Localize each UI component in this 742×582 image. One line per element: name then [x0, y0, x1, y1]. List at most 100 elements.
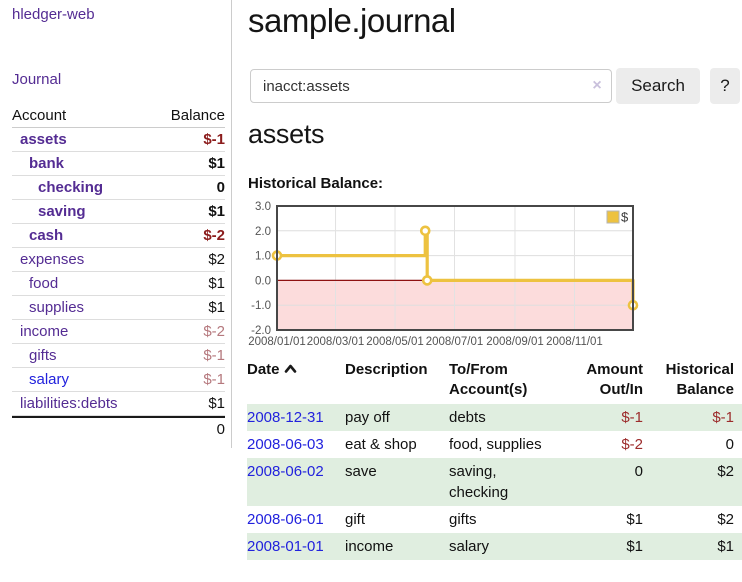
cell-description: income: [345, 533, 449, 560]
cell-amount: $1: [555, 533, 643, 560]
clear-search-icon[interactable]: ×: [592, 77, 602, 94]
transaction-date-link[interactable]: 2008-06-03: [247, 436, 324, 453]
y-tick-label: 3.0: [255, 201, 271, 213]
accounts-header-account: Account: [12, 107, 67, 124]
data-point: [419, 225, 431, 237]
y-tick-label: 1.0: [255, 251, 271, 263]
account-balance: $1: [208, 299, 225, 316]
register-col-label: Out/In: [599, 381, 643, 398]
account-link[interactable]: assets: [20, 131, 67, 148]
cell-date: 2008-12-31: [247, 404, 345, 431]
cell-amount: $-1: [555, 404, 643, 431]
sort-ascending-icon: [284, 364, 296, 373]
cell-amount: $-2: [621, 436, 643, 453]
register-row: 2008-06-02 save saving, checking 0 $2: [247, 458, 742, 506]
accounts-table: Account Balance assets $-1 bank $1 checking 0…: [12, 104, 225, 440]
account-link[interactable]: bank: [29, 155, 65, 172]
x-tick-label: 2008/09/01: [486, 336, 544, 348]
transaction-date-link[interactable]: 2008-06-02: [247, 463, 324, 480]
register-row: 2008-06-03 eat & shop food, supplies $-2 0: [247, 431, 742, 458]
search-input[interactable]: [250, 69, 612, 103]
x-tick-label: 2008/01/01: [248, 336, 306, 348]
data-point: [421, 275, 433, 286]
help-button[interactable]: ?: [710, 68, 740, 104]
cell-date: 2008-06-02: [247, 458, 345, 506]
register-col-date[interactable]: Date: [247, 358, 345, 404]
cell-description: eat & shop: [345, 436, 417, 453]
register-col-label: Description: [345, 361, 428, 378]
account-link[interactable]: checking: [38, 179, 104, 196]
account-row-expenses: expenses $2: [12, 248, 225, 272]
account-balance: $2: [208, 251, 225, 268]
account-link[interactable]: saving: [38, 203, 86, 220]
cell-date: 2008-06-03: [247, 431, 345, 458]
account-balance: $-1: [203, 131, 225, 148]
register-col-label: Historical: [665, 361, 734, 378]
account-balance: $1: [208, 275, 225, 292]
cell-description: gift: [345, 511, 366, 528]
y-tick-label: 0.0: [255, 275, 271, 287]
brand-link[interactable]: hledger-web: [12, 6, 95, 23]
accounts-table-header: Account Balance: [12, 104, 225, 128]
accounts-header-balance: Balance: [170, 107, 225, 124]
account-balance: $1: [208, 155, 225, 172]
cell-balance: $1: [643, 533, 742, 560]
cell-amount: 0: [555, 458, 643, 506]
account-link[interactable]: income: [20, 323, 69, 340]
register-col-label: To/From: [449, 361, 508, 378]
register-col-accounts: To/From Account(s): [449, 358, 555, 404]
legend-label: $: [621, 210, 629, 225]
register-col-amount: Amount Out/In: [555, 358, 643, 404]
account-link[interactable]: cash: [29, 227, 64, 244]
transaction-date-link[interactable]: 2008-12-31: [247, 409, 324, 426]
x-tick-label: 2008/03/01: [307, 336, 365, 348]
account-link[interactable]: salary: [29, 371, 70, 388]
y-tick-label: 2.0: [255, 226, 271, 238]
account-balance: $-2: [203, 227, 225, 244]
account-balance: $-1: [203, 371, 225, 388]
x-tick-label: 2008/07/01: [426, 336, 484, 348]
cell-balance: $2: [717, 511, 734, 528]
account-link[interactable]: expenses: [20, 251, 85, 268]
account-row-gifts: gifts $-1: [12, 344, 225, 368]
sidebar-item-journal[interactable]: Journal: [12, 71, 62, 88]
register-header: Date Description To/From Account(s) Amount Ou…: [247, 358, 742, 404]
accounts-total-row: 0: [12, 416, 225, 440]
cell-accounts: debts: [449, 404, 555, 431]
account-row-bank: bank $1: [12, 152, 225, 176]
cell-description: save: [345, 458, 449, 506]
cell-accounts: salary: [449, 533, 555, 560]
account-row-cash: cash $-2: [12, 224, 225, 248]
account-link[interactable]: gifts: [29, 347, 57, 364]
register-col-label: Amount: [586, 361, 643, 378]
legend-swatch: [606, 210, 620, 224]
account-row-liabilities-debts: liabilities:debts $1: [12, 392, 225, 416]
account-balance: $1: [208, 203, 225, 220]
register-col-balance: Historical Balance: [643, 358, 742, 404]
cell-accounts: gifts: [449, 511, 477, 528]
cell-accounts: saving, checking: [449, 458, 555, 506]
cell-amount: $1: [626, 511, 643, 528]
cell-accounts: food, supplies: [449, 436, 542, 453]
register-col-label: Balance: [676, 381, 734, 398]
transaction-date-link[interactable]: 2008-06-01: [247, 511, 324, 528]
transaction-date-link[interactable]: 2008-01-01: [247, 538, 324, 555]
y-tick-label: -1.0: [251, 300, 271, 312]
account-link[interactable]: liabilities:debts: [20, 395, 118, 412]
account-row-income: income $-2: [12, 320, 225, 344]
register-row: 2008-06-01 gift gifts $1 $2: [247, 506, 742, 533]
register-row: 2008-01-01 income salary $1 $1: [247, 533, 742, 560]
register-col-label: Account(s): [449, 381, 528, 398]
register-col-description: Description: [345, 358, 449, 404]
page-title: sample.journal: [248, 2, 456, 39]
search-button[interactable]: Search: [616, 68, 700, 104]
account-link[interactable]: supplies: [29, 299, 85, 316]
register-table: Date Description To/From Account(s) Amount Ou…: [247, 358, 742, 560]
account-link[interactable]: food: [29, 275, 59, 292]
cell-balance: 0: [725, 436, 734, 453]
cell-balance: $-1: [643, 404, 742, 431]
x-tick-label: 2008/11/01: [546, 336, 603, 348]
cell-description: pay off: [345, 404, 449, 431]
